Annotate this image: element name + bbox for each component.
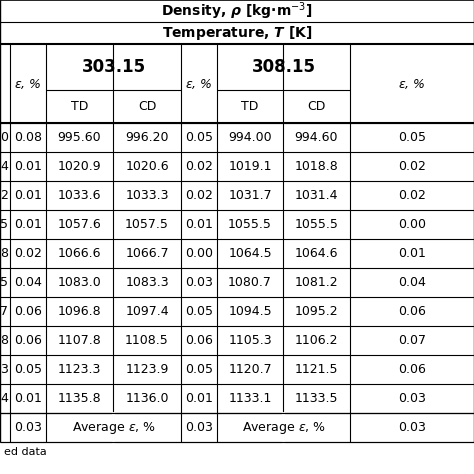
Text: 0.00: 0.00 [185,247,213,260]
Text: 1018.8: 1018.8 [295,160,338,173]
Text: 1096.8: 1096.8 [58,305,101,318]
Text: 1031.4: 1031.4 [295,189,338,202]
Text: 1133.1: 1133.1 [228,392,272,405]
Text: 0.02: 0.02 [185,160,213,173]
Text: TD: TD [71,100,88,113]
Text: 1136.0: 1136.0 [125,392,169,405]
Text: 2: 2 [0,189,8,202]
Text: 0.05: 0.05 [398,131,426,144]
Text: 1019.1: 1019.1 [228,160,272,173]
Text: 0.01: 0.01 [14,160,42,173]
Text: Temperature, $\boldsymbol{T}$ [K]: Temperature, $\boldsymbol{T}$ [K] [162,24,312,42]
Text: 0.06: 0.06 [185,334,213,347]
Text: 0.01: 0.01 [185,392,213,405]
Text: 0.03: 0.03 [185,421,213,434]
Text: 0.04: 0.04 [14,276,42,289]
Text: 4: 4 [0,160,8,173]
Text: 8: 8 [0,334,8,347]
Text: 1057.5: 1057.5 [125,218,169,231]
Text: 1095.2: 1095.2 [295,305,338,318]
Text: 1031.7: 1031.7 [228,189,272,202]
Text: 1120.7: 1120.7 [228,363,272,376]
Text: 1097.4: 1097.4 [125,305,169,318]
Text: 0.03: 0.03 [398,421,426,434]
Text: 0.05: 0.05 [14,363,42,376]
Text: 1020.9: 1020.9 [58,160,101,173]
Text: 0.03: 0.03 [14,421,42,434]
Text: 1064.6: 1064.6 [295,247,338,260]
Text: 0: 0 [0,131,8,144]
Text: 995.60: 995.60 [58,131,101,144]
Text: 1121.5: 1121.5 [295,363,338,376]
Text: 994.00: 994.00 [228,131,272,144]
Text: $\varepsilon$, %: $\varepsilon$, % [185,76,213,91]
Text: 1123.9: 1123.9 [125,363,169,376]
Text: 0.02: 0.02 [398,160,426,173]
Text: 1105.3: 1105.3 [228,334,272,347]
Text: 1123.3: 1123.3 [58,363,101,376]
Text: 994.60: 994.60 [295,131,338,144]
Text: 1057.6: 1057.6 [58,218,101,231]
Text: 5: 5 [0,276,8,289]
Text: 1033.6: 1033.6 [58,189,101,202]
Text: Average $\varepsilon$, %: Average $\varepsilon$, % [242,419,326,436]
Text: 1094.5: 1094.5 [228,305,272,318]
Text: 1055.5: 1055.5 [228,218,272,231]
Text: 1066.6: 1066.6 [58,247,101,260]
Text: $\varepsilon$, %: $\varepsilon$, % [14,76,42,91]
Text: CD: CD [138,100,156,113]
Text: 1108.5: 1108.5 [125,334,169,347]
Text: 0.01: 0.01 [398,247,426,260]
Text: 0.01: 0.01 [14,218,42,231]
Text: 0.02: 0.02 [398,189,426,202]
Text: 0.01: 0.01 [14,189,42,202]
Text: 303.15: 303.15 [82,58,146,76]
Text: 1081.2: 1081.2 [295,276,338,289]
Text: CD: CD [307,100,326,113]
Text: 1033.3: 1033.3 [125,189,169,202]
Text: 4: 4 [0,392,8,405]
Text: 0.05: 0.05 [185,363,213,376]
Text: 0.01: 0.01 [14,392,42,405]
Text: 0.06: 0.06 [14,334,42,347]
Text: 0.01: 0.01 [185,218,213,231]
Text: ed data: ed data [4,447,47,457]
Text: 308.15: 308.15 [252,58,316,76]
Text: Density, $\boldsymbol{\rho}$ [kg·m$^{-3}$]: Density, $\boldsymbol{\rho}$ [kg·m$^{-3}… [161,0,313,22]
Text: 0.06: 0.06 [14,305,42,318]
Text: 7: 7 [0,305,8,318]
Text: 0.02: 0.02 [14,247,42,260]
Text: 1055.5: 1055.5 [294,218,338,231]
Text: 0.06: 0.06 [398,305,426,318]
Text: 0.08: 0.08 [14,131,42,144]
Text: 0.05: 0.05 [185,131,213,144]
Text: 0.06: 0.06 [398,363,426,376]
Text: 1106.2: 1106.2 [295,334,338,347]
Text: 1080.7: 1080.7 [228,276,272,289]
Text: 0.07: 0.07 [398,334,426,347]
Text: 1135.8: 1135.8 [58,392,101,405]
Text: TD: TD [241,100,259,113]
Text: 8: 8 [0,247,8,260]
Text: 1133.5: 1133.5 [295,392,338,405]
Text: 1083.0: 1083.0 [58,276,101,289]
Text: 0.04: 0.04 [398,276,426,289]
Text: Average $\varepsilon$, %: Average $\varepsilon$, % [72,419,155,436]
Text: 0.03: 0.03 [398,392,426,405]
Text: 1020.6: 1020.6 [125,160,169,173]
Text: 0.00: 0.00 [398,218,426,231]
Text: 1083.3: 1083.3 [125,276,169,289]
Text: 0.05: 0.05 [185,305,213,318]
Text: 0.03: 0.03 [185,276,213,289]
Text: 996.20: 996.20 [125,131,169,144]
Text: 1066.7: 1066.7 [125,247,169,260]
Text: 1107.8: 1107.8 [58,334,101,347]
Text: $\varepsilon$, %: $\varepsilon$, % [398,76,426,91]
Text: 3: 3 [0,363,8,376]
Text: 0.02: 0.02 [185,189,213,202]
Text: 5: 5 [0,218,8,231]
Text: 1064.5: 1064.5 [228,247,272,260]
